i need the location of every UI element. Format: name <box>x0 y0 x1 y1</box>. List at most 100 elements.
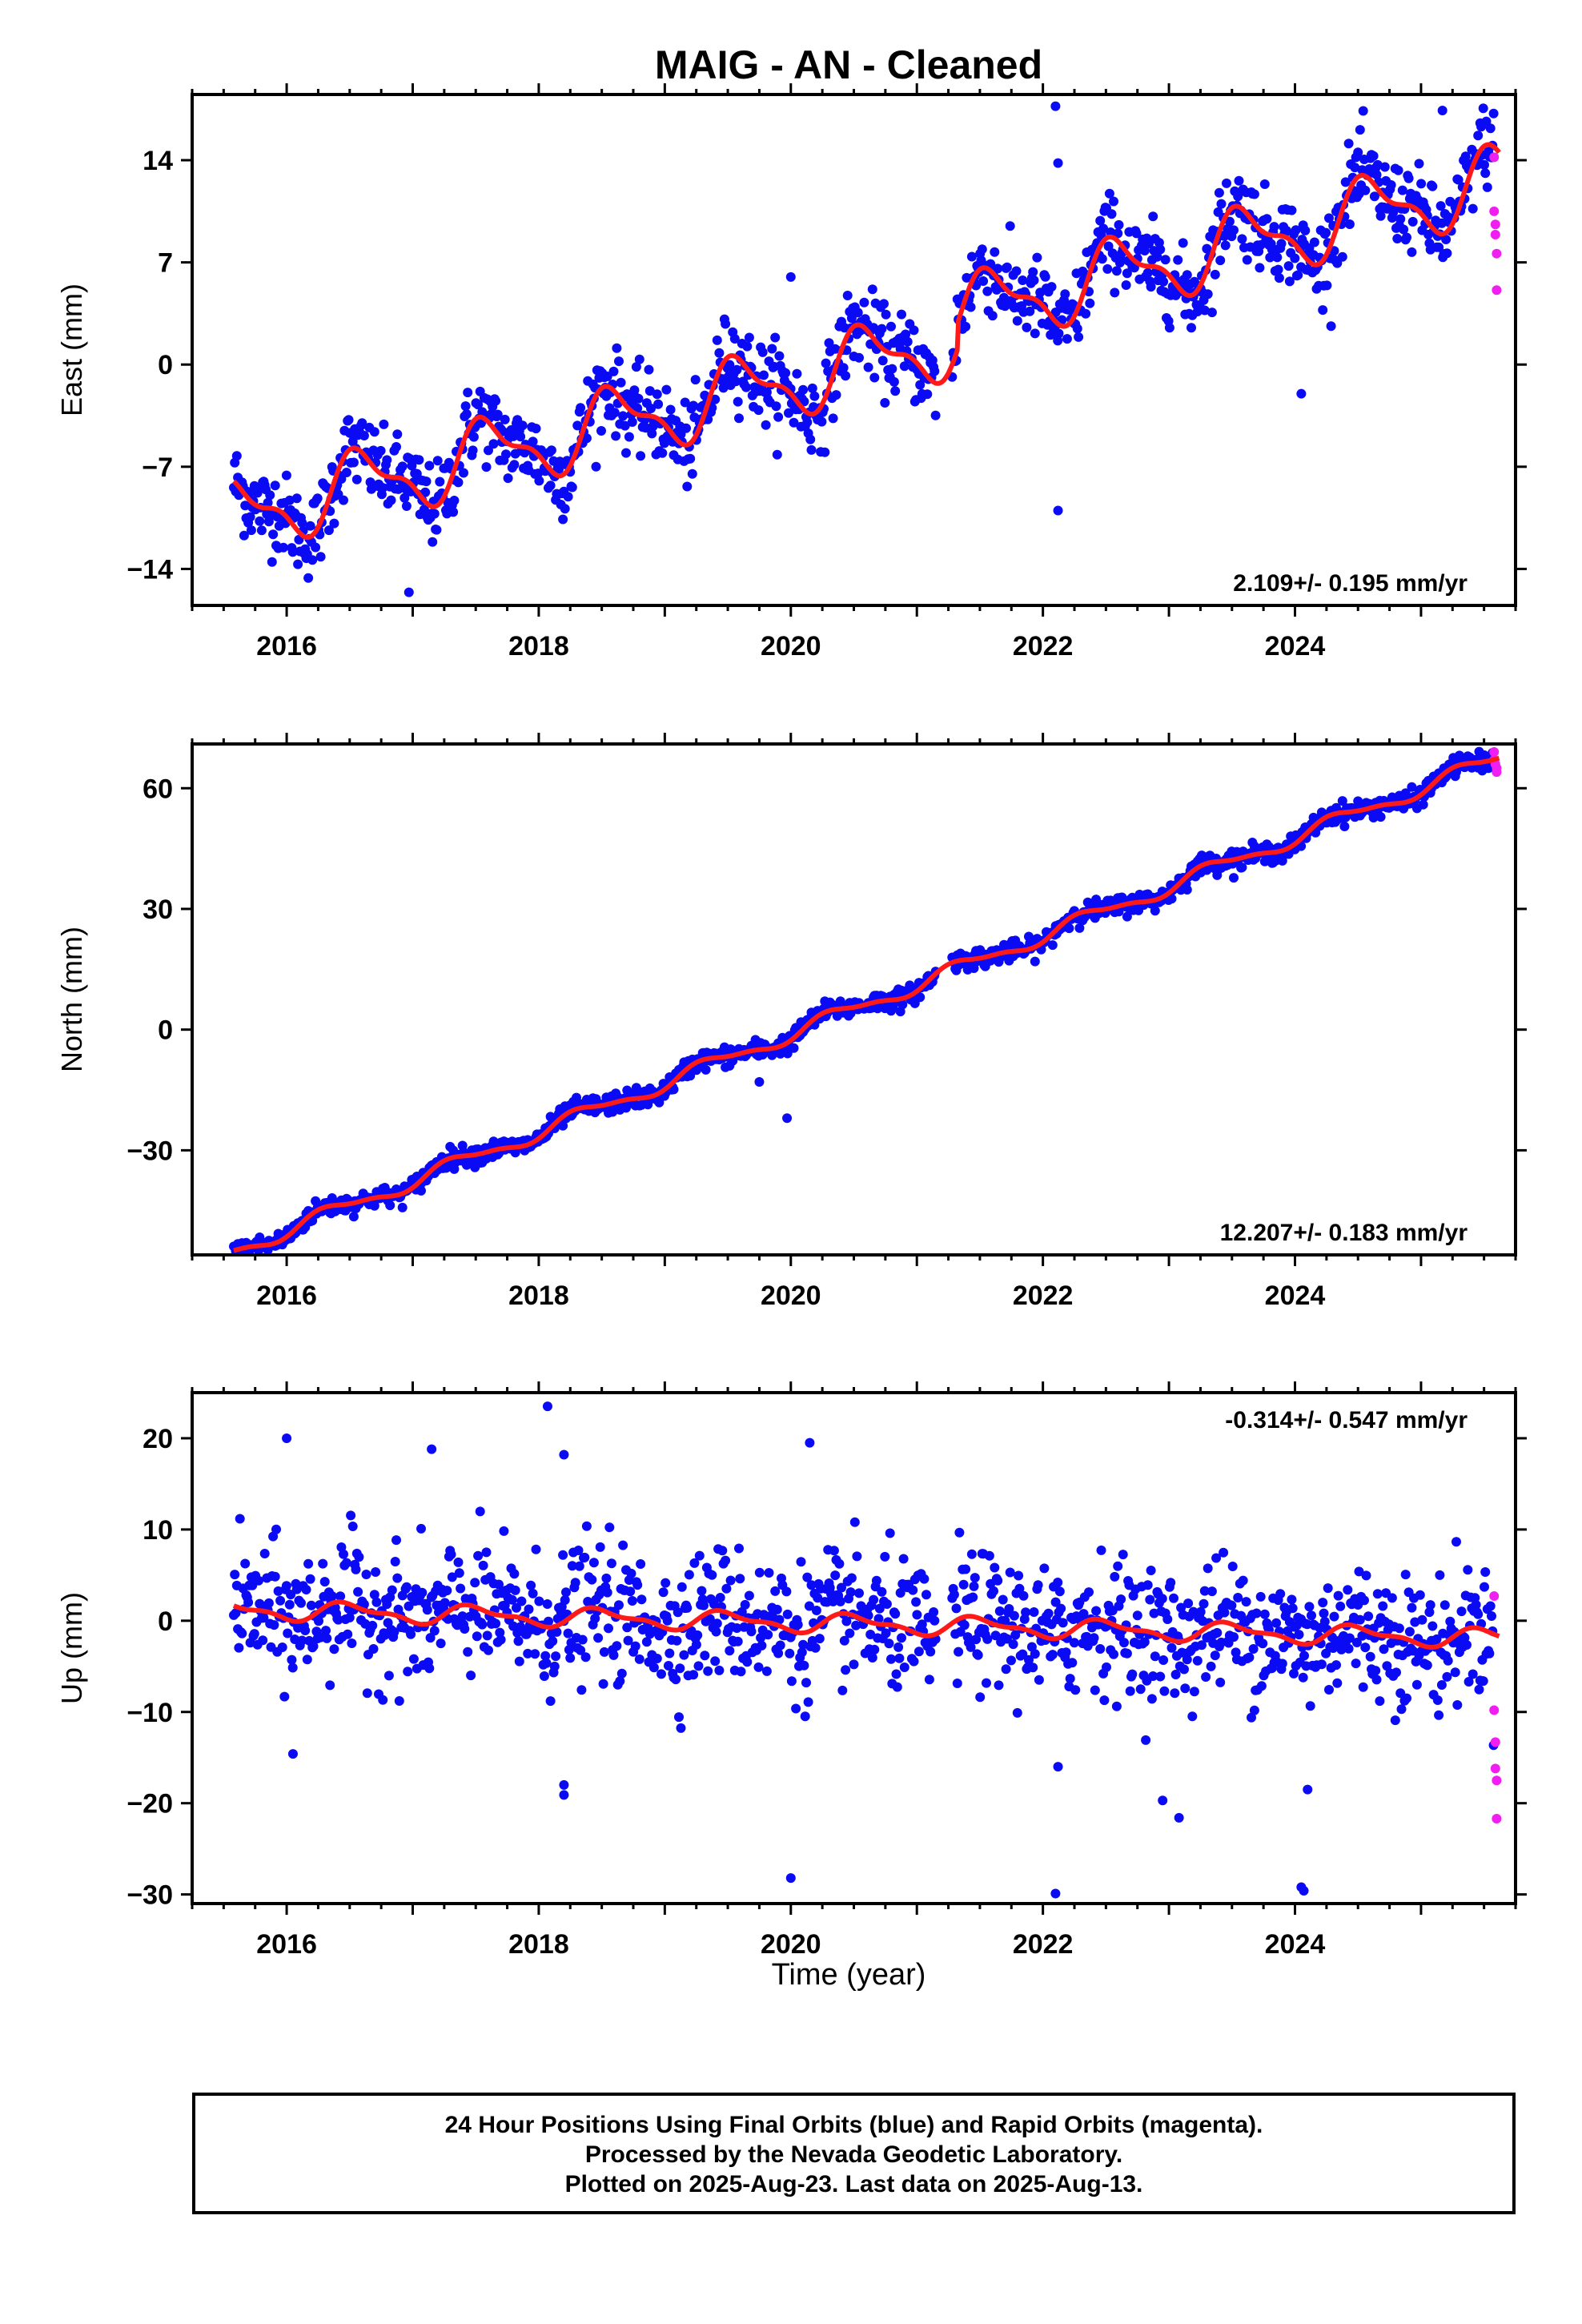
final-orbit-points <box>229 1401 1499 1899</box>
data-point <box>1417 1614 1427 1625</box>
data-point <box>567 1561 577 1571</box>
data-point <box>1227 1562 1238 1571</box>
rapid-point <box>1489 747 1500 758</box>
data-point <box>1418 799 1428 810</box>
data-point <box>492 409 503 420</box>
data-point <box>811 1606 821 1615</box>
data-point <box>897 1633 906 1643</box>
data-point <box>243 1597 254 1607</box>
data-point <box>775 1640 785 1651</box>
data-point <box>371 1567 381 1577</box>
data-point <box>1146 1694 1157 1704</box>
data-point <box>231 1608 241 1618</box>
y-tick-label: 7 <box>158 248 173 279</box>
data-point <box>312 493 323 504</box>
data-point <box>1249 1705 1259 1715</box>
x-tick-label: 2018 <box>508 1929 569 1960</box>
data-point <box>496 1634 506 1645</box>
x-tick-label: 2022 <box>1013 1281 1074 1311</box>
data-point <box>902 336 913 347</box>
data-point <box>306 1600 316 1610</box>
data-point <box>359 431 369 440</box>
plot-area <box>229 1401 1502 1899</box>
data-point <box>329 1644 339 1655</box>
data-point <box>1484 1648 1495 1659</box>
data-point <box>802 1572 813 1582</box>
data-point <box>1021 1607 1031 1618</box>
y-tick-label: 0 <box>158 1606 173 1637</box>
data-point <box>919 1574 930 1584</box>
data-point <box>1214 187 1224 198</box>
data-point <box>457 1611 468 1622</box>
data-point <box>1030 328 1040 339</box>
data-point <box>714 1665 725 1675</box>
data-point <box>653 399 664 409</box>
data-point <box>922 389 933 400</box>
data-point <box>1452 1537 1461 1547</box>
data-point <box>689 1558 700 1568</box>
data-point <box>1122 911 1132 922</box>
data-point <box>1340 177 1351 187</box>
data-point <box>273 1586 283 1596</box>
data-point <box>1379 162 1390 172</box>
data-point <box>841 1665 851 1675</box>
data-point <box>281 1581 291 1591</box>
data-point <box>1053 336 1063 346</box>
data-point <box>473 400 484 410</box>
data-point <box>580 1552 590 1562</box>
data-point <box>327 1591 337 1601</box>
footer-line-2: Processed by the Nevada Geodetic Laborat… <box>584 2141 1123 2168</box>
outlier-point <box>785 271 796 282</box>
data-point <box>908 1585 918 1595</box>
data-point <box>869 372 880 383</box>
data-point <box>1351 1638 1362 1647</box>
data-point <box>1269 222 1279 232</box>
outlier-point <box>1437 106 1447 116</box>
data-point <box>383 1671 394 1681</box>
data-point <box>835 1596 845 1606</box>
data-point <box>419 505 429 515</box>
data-point <box>1344 1633 1355 1643</box>
data-point <box>830 344 841 354</box>
data-point <box>1249 189 1259 199</box>
data-point <box>689 1670 699 1680</box>
data-point <box>509 1569 520 1579</box>
data-point <box>297 1635 307 1646</box>
data-point <box>801 1678 811 1688</box>
data-point <box>323 525 334 536</box>
data-point <box>982 1634 993 1644</box>
data-point <box>1390 1715 1400 1726</box>
data-point <box>303 573 314 583</box>
data-point <box>781 368 791 378</box>
data-point <box>369 1590 379 1600</box>
data-point <box>296 1598 306 1608</box>
data-point <box>793 1619 803 1630</box>
data-point <box>1371 1675 1382 1685</box>
data-point <box>488 439 499 449</box>
data-point <box>240 1558 251 1569</box>
data-point <box>682 481 693 492</box>
data-point <box>348 457 359 468</box>
data-point <box>917 1619 927 1630</box>
data-point <box>661 1578 671 1588</box>
data-point <box>432 525 442 535</box>
data-point <box>1335 1601 1346 1611</box>
data-point <box>994 1606 1005 1616</box>
data-point <box>463 1647 473 1657</box>
rate-label: 12.207+/- 0.183 mm/yr <box>1220 1220 1468 1246</box>
data-point <box>1422 1660 1432 1671</box>
data-point <box>717 1546 728 1556</box>
data-point <box>1355 125 1365 135</box>
data-point <box>869 323 879 333</box>
x-tick-label: 2020 <box>761 631 821 661</box>
data-point <box>951 1603 962 1614</box>
data-point <box>711 1626 721 1637</box>
data-point <box>1210 269 1220 279</box>
data-point <box>829 1546 839 1556</box>
data-point <box>468 432 479 442</box>
data-point <box>1244 1652 1255 1663</box>
data-point <box>1089 1633 1099 1643</box>
data-point <box>715 1593 725 1602</box>
data-point <box>581 433 592 444</box>
data-point <box>341 468 351 477</box>
